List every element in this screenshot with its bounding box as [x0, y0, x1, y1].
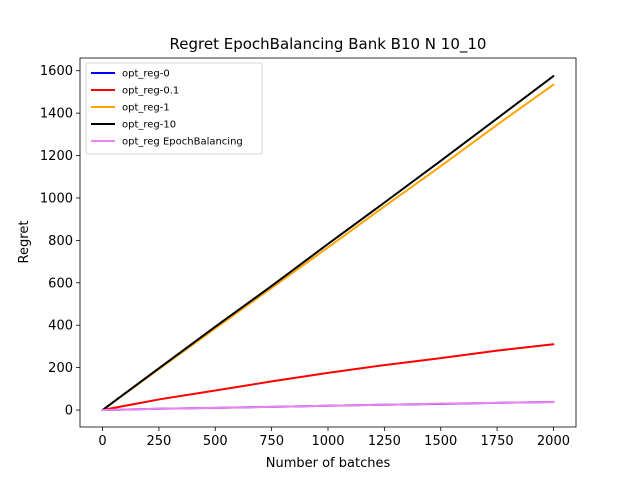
y-tick-label: 600 [48, 276, 73, 291]
y-tick-label: 1400 [40, 107, 73, 122]
chart-title: Regret EpochBalancing Bank B10 N 10_10 [170, 35, 487, 54]
legend-entry-label: opt_reg-10 [122, 120, 176, 131]
y-tick-label: 400 [48, 319, 73, 334]
x-tick-label: 2000 [537, 434, 570, 449]
x-tick-label: 1000 [311, 434, 344, 449]
y-axis: 0 200 400 600 800 1000 1200 1400 1600 [40, 64, 80, 419]
y-tick-label: 1000 [40, 191, 73, 206]
legend-entry-label: opt_reg-1 [122, 103, 170, 114]
x-tick-label: 250 [146, 434, 171, 449]
legend-box [85, 62, 263, 155]
legend: opt_reg-0 opt_reg-0.1 opt_reg-1 opt_reg-10o… [85, 62, 263, 155]
x-tick-label: 1500 [424, 434, 457, 449]
legend-entry-label: opt_reg EpochBalancing [122, 137, 243, 148]
x-tick-label: 750 [259, 434, 284, 449]
y-tick-label: 0 [65, 404, 73, 419]
y-axis-label: Regret [17, 221, 32, 264]
series-line-opt-reg-epochbalancing [101, 400, 555, 412]
y-tick-label: 1200 [40, 149, 73, 164]
y-tick-label: 800 [48, 234, 73, 249]
x-axis: 0 250 500 750 1000 1250 1500 1750 2000 [98, 427, 570, 449]
x-tick-label: 1250 [368, 434, 401, 449]
plot-area [101, 75, 555, 412]
legend-entry-label: opt_reg-0.1 [122, 86, 179, 97]
x-tick-label: 1750 [481, 434, 514, 449]
series-line-opt-reg-0-1 [101, 343, 555, 412]
x-axis-label: Number of batches [266, 456, 391, 471]
y-tick-label: 1600 [40, 64, 73, 79]
y-tick-label: 200 [48, 361, 73, 376]
legend-entry-label: opt_reg-0 [122, 69, 170, 80]
series-line-opt-reg-10 [101, 75, 555, 412]
x-tick-label: 0 [98, 434, 106, 449]
x-tick-label: 500 [203, 434, 228, 449]
